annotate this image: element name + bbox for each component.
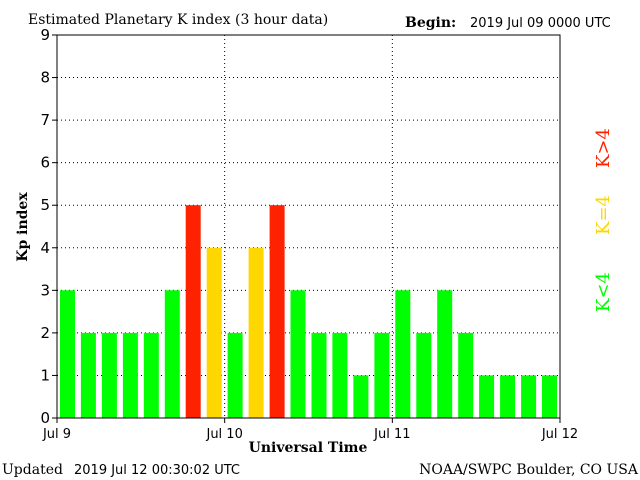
kp-bar	[332, 332, 348, 418]
kp-bar	[374, 332, 390, 418]
y-tick-label: 4	[40, 239, 50, 257]
kp-bar	[164, 290, 180, 418]
legend-high: K>4	[593, 128, 614, 168]
kp-bar	[437, 290, 453, 418]
bars	[60, 205, 557, 418]
begin-label: Begin:	[405, 15, 456, 31]
y-tick-label: 8	[40, 69, 50, 87]
kp-bar	[395, 290, 411, 418]
source-credit: NOAA/SWPC Boulder, CO USA	[419, 462, 639, 478]
updated-value: 2019 Jul 12 00:30:02 UTC	[74, 463, 240, 478]
updated-label: Updated	[2, 462, 63, 478]
x-tick-label: Jul 10	[205, 427, 242, 442]
x-tick-label: Jul 11	[373, 427, 410, 442]
kp-bar	[479, 375, 495, 418]
kp-bar	[521, 375, 537, 418]
kp-bar	[206, 247, 222, 418]
kp-bar	[290, 290, 306, 418]
kp-bar	[60, 290, 75, 418]
x-ticks: Jul 9 Jul 10 Jul 11 Jul 12	[42, 418, 578, 442]
x-axis-label: Universal Time	[249, 440, 368, 456]
kp-bar	[143, 332, 159, 418]
kp-bar	[227, 332, 243, 418]
kp-bar	[101, 332, 117, 418]
x-tick-label: Jul 9	[42, 427, 71, 442]
y-axis-label: Kp index	[15, 192, 31, 262]
kp-bar	[311, 332, 327, 418]
y-tick-label: 1	[40, 366, 50, 384]
x-tick-label: Jul 12	[541, 427, 578, 442]
kp-bar	[185, 205, 201, 418]
kp-bar	[353, 375, 369, 418]
legend-mid: K=4	[593, 195, 614, 235]
y-tick-label: 7	[40, 111, 50, 129]
plot-frame	[56, 34, 561, 419]
chart-title: Estimated Planetary K index (3 hour data…	[28, 12, 328, 28]
kp-bar	[500, 375, 516, 418]
begin-value: 2019 Jul 09 0000 UTC	[470, 16, 611, 31]
y-tick-label: 5	[40, 196, 50, 214]
y-ticks: 0 1 2 3 4 5 6 7 8 9	[40, 26, 57, 427]
kp-bar	[122, 332, 138, 418]
kp-bar	[80, 332, 96, 418]
kp-bar	[269, 205, 285, 418]
y-tick-label: 6	[40, 154, 50, 172]
y-tick-label: 9	[40, 26, 50, 44]
y-tick-label: 0	[40, 409, 50, 427]
legend-low: K<4	[593, 272, 614, 312]
y-tick-label: 3	[40, 281, 50, 299]
kp-bar	[542, 375, 557, 418]
kp-bar	[416, 332, 432, 418]
kp-bar	[248, 247, 264, 418]
kp-bar	[458, 332, 474, 418]
y-tick-label: 2	[40, 324, 50, 342]
